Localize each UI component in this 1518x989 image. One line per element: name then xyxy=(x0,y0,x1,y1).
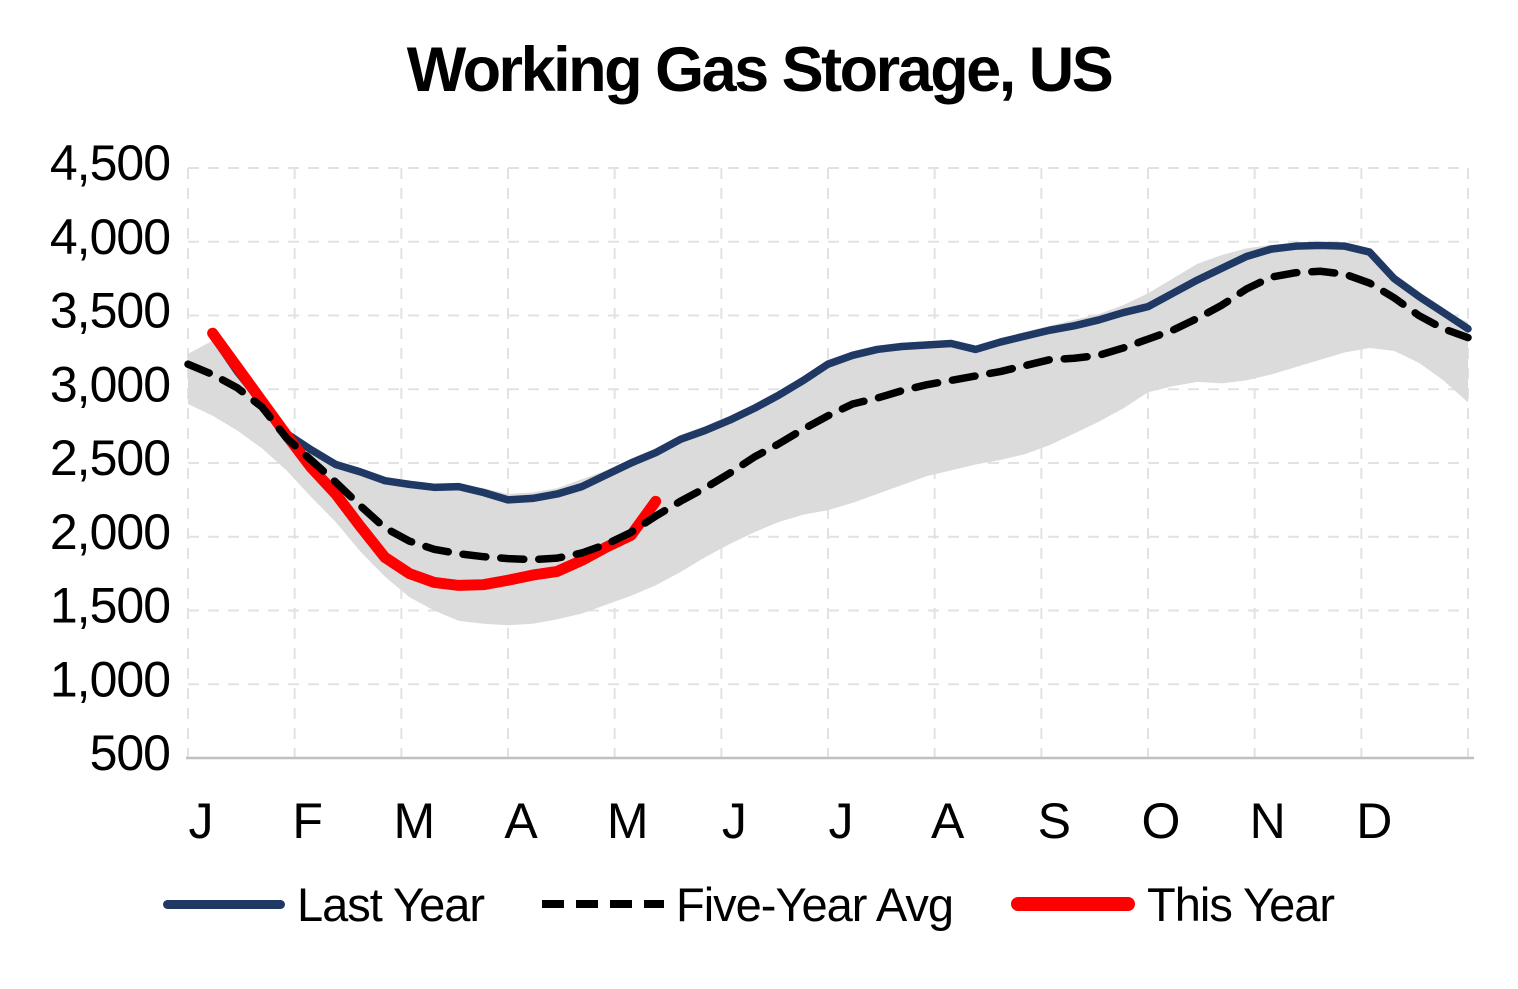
x-axis-month-label: M xyxy=(607,793,649,849)
x-axis-month-label: S xyxy=(1038,793,1071,849)
series-line-five-year-avg xyxy=(184,267,1472,564)
x-axis-month-label: O xyxy=(1142,793,1181,849)
y-axis-tick-label: 2,000 xyxy=(50,504,170,560)
x-axis-month-label: A xyxy=(504,793,538,849)
y-axis-tick-label: 1,500 xyxy=(50,578,170,634)
x-axis-month-label: A xyxy=(931,793,965,849)
legend-item-this-year: This Year xyxy=(1011,877,1335,932)
chart-title: Working Gas Storage, US xyxy=(406,35,1114,105)
legend: Last Year Five-Year Avg This Year xyxy=(163,872,1335,936)
x-axis-month-label: J xyxy=(722,793,747,849)
x-axis-month-label: J xyxy=(829,793,854,849)
legend-item-five-year-avg: Five-Year Avg xyxy=(542,877,954,932)
x-axis-month-label: N xyxy=(1250,793,1286,849)
y-axis-tick-label: 4,000 xyxy=(50,209,170,265)
y-axis-tick-label: 4,500 xyxy=(50,135,170,191)
legend-label-this-year: This Year xyxy=(1147,877,1335,931)
legend-line-swatch-this-year xyxy=(1011,897,1136,911)
x-axis-month-label: F xyxy=(292,793,323,849)
y-axis-tick-label: 3,500 xyxy=(50,283,170,339)
legend-line-swatch-last-year xyxy=(163,899,285,909)
legend-label-five-year-avg: Five-Year Avg xyxy=(676,877,954,931)
legend-item-last-year: Last Year xyxy=(163,877,485,932)
x-axis-month-label: J xyxy=(189,793,214,849)
five-year-range-band xyxy=(188,243,1468,626)
y-axis-tick-label: 2,500 xyxy=(50,430,170,486)
y-axis-tick-label: 3,000 xyxy=(50,356,170,412)
y-axis-tick-label: 1,000 xyxy=(50,651,170,707)
y-axis-tick-label: 500 xyxy=(90,725,170,781)
legend-label-last-year: Last Year xyxy=(297,877,485,931)
legend-line-swatch-five-year-avg xyxy=(542,900,665,908)
x-axis-month-label: D xyxy=(1356,793,1392,849)
series-line-last-year xyxy=(208,241,1472,504)
x-axis-month-label: M xyxy=(394,793,436,849)
